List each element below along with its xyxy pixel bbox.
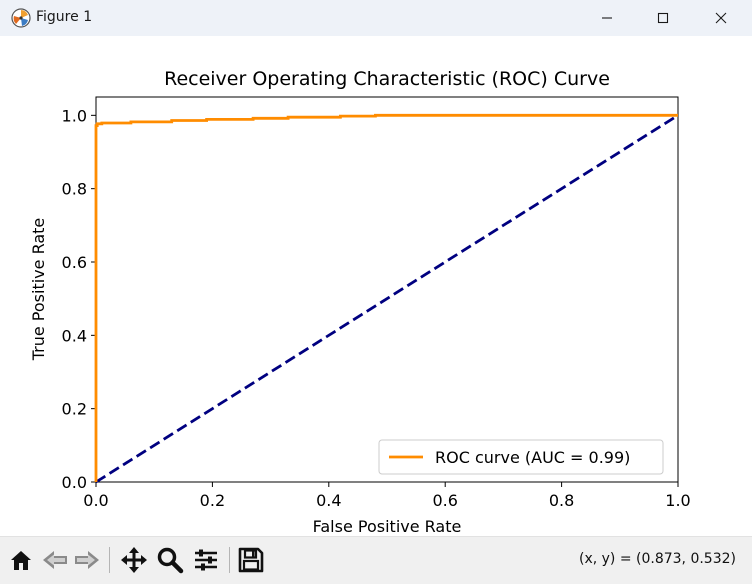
home-icon	[11, 551, 31, 570]
y-tick-label: 0.8	[62, 180, 87, 199]
toolbar-separator	[229, 547, 230, 573]
save-icon	[238, 547, 264, 573]
x-tick-label: 1.0	[665, 491, 690, 510]
pan-button[interactable]	[119, 545, 149, 575]
minimize-icon	[602, 17, 612, 19]
forward-icon	[75, 551, 99, 569]
roc-chart: Receiver Operating Characteristic (ROC) …	[29, 68, 691, 536]
chance-diagonal-line	[95, 114, 679, 484]
x-tick-label: 0.6	[432, 491, 457, 510]
window-titlebar: Figure 1	[0, 0, 752, 36]
zoom-icon	[157, 547, 184, 574]
chart-title: Receiver Operating Characteristic (ROC) …	[164, 68, 610, 90]
pan-icon	[121, 547, 147, 573]
home-button[interactable]	[6, 545, 36, 575]
y-tick-label: 0.4	[62, 326, 87, 345]
configure-subplots-button[interactable]	[191, 545, 221, 575]
close-icon	[715, 12, 727, 24]
cursor-coordinates: (x, y) = (0.873, 0.532)	[578, 551, 736, 567]
matplotlib-logo-icon	[10, 7, 32, 29]
zoom-button[interactable]	[155, 545, 185, 575]
y-axis-label: True Positive Rate	[29, 218, 48, 362]
x-tick-label: 0.2	[200, 491, 225, 510]
configure-subplots-icon	[195, 549, 217, 571]
x-tick-label: 0.0	[83, 491, 108, 510]
legend-box	[378, 439, 664, 475]
y-tick-label: 0.0	[62, 473, 87, 492]
maximize-button[interactable]	[640, 0, 686, 36]
save-button[interactable]	[236, 545, 266, 575]
roc-curve-line	[94, 113, 678, 482]
y-tick-label: 1.0	[62, 106, 87, 125]
navigation-toolbar: (x, y) = (0.873, 0.532)	[0, 536, 752, 584]
window-title: Figure 1	[36, 9, 93, 25]
back-icon	[43, 551, 67, 569]
y-tick-label: 0.6	[62, 253, 87, 272]
legend-label: ROC curve (AUC = 0.99)	[435, 448, 630, 467]
maximize-icon	[657, 12, 669, 24]
x-tick-label: 0.4	[316, 491, 341, 510]
plot-frame	[95, 96, 679, 483]
toolbar-separator	[109, 547, 110, 573]
close-button[interactable]	[698, 0, 744, 36]
x-axis-label: False Positive Rate	[313, 517, 462, 536]
x-tick-label: 0.8	[549, 491, 574, 510]
minimize-button[interactable]	[584, 0, 630, 36]
y-tick-label: 0.2	[62, 400, 87, 419]
figure-canvas[interactable]: Receiver Operating Characteristic (ROC) …	[0, 36, 752, 536]
back-button[interactable]	[40, 545, 70, 575]
forward-button[interactable]	[72, 545, 102, 575]
